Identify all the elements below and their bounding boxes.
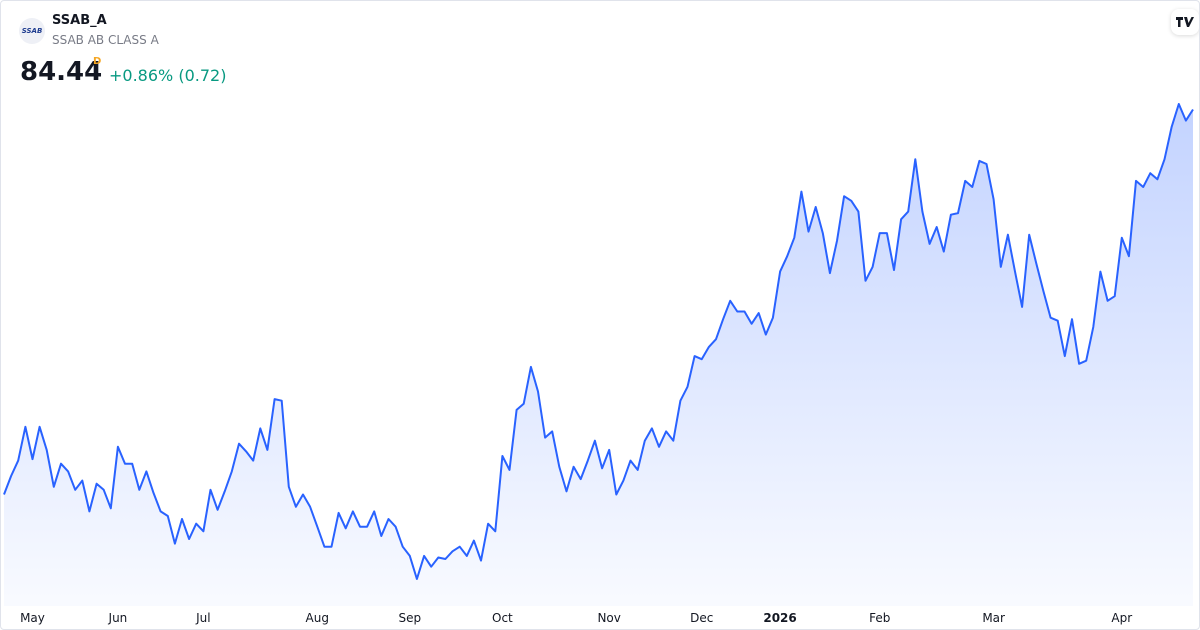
x-tick-label: Mar [982,611,1005,625]
symbol[interactable]: SSAB_A [52,13,107,28]
x-tick-label: May [20,611,45,625]
logo: SSAB [19,18,45,44]
price: 84.44 [20,57,103,87]
company-name: SSAB AB CLASS A [52,33,159,47]
x-tick-label: Oct [492,611,513,625]
logo-icon [1176,17,1194,27]
x-tick-label: Apr [1111,611,1132,625]
x-tick-label: Dec [690,611,713,625]
x-tick-label: Feb [869,611,890,625]
x-tick-label: Jul [195,611,210,625]
change: +0.86% (0.72) [109,66,227,85]
x-tick-label: 2026 [763,611,796,625]
area-fill [4,104,1193,606]
x-tick-label: Nov [597,611,620,625]
x-tick-label: Aug [306,611,329,625]
period: D [93,56,102,67]
x-tick-label: Sep [399,611,422,625]
x-tick-label: Jun [108,611,128,625]
price-line [3,103,1194,580]
tradingview-logo[interactable] [1171,9,1199,35]
